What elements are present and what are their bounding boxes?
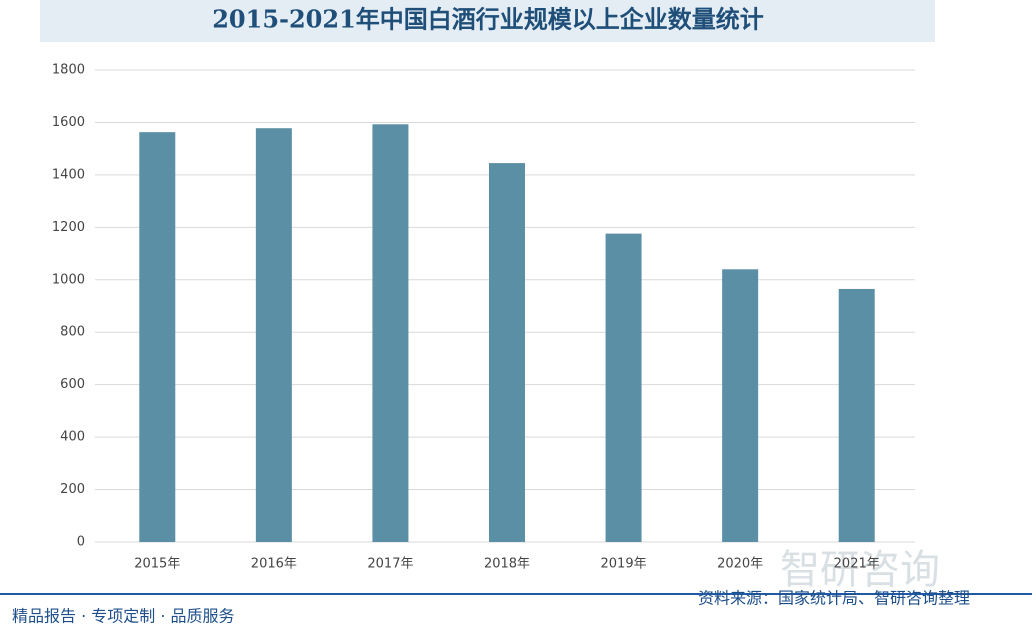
x-tick-label: 2015年 xyxy=(134,557,180,572)
chart-title: 2015-2021年中国白酒行业规模以上企业数量统计 xyxy=(212,5,764,34)
bar xyxy=(605,233,642,543)
y-tick-label: 600 xyxy=(60,377,85,392)
bar xyxy=(139,132,176,542)
y-tick-label: 1200 xyxy=(52,220,85,235)
x-tick-label: 2017年 xyxy=(367,557,413,572)
y-tick-label: 1000 xyxy=(52,272,85,287)
y-tick-label: 1600 xyxy=(52,115,85,130)
y-tick-label: 1800 xyxy=(52,63,85,78)
y-tick-label: 1400 xyxy=(52,167,85,182)
x-tick-label: 2016年 xyxy=(251,557,297,572)
footer-source: 资料来源：国家统计局、智研咨询整理 xyxy=(698,589,970,608)
bar xyxy=(372,124,409,542)
x-tick-label: 2021年 xyxy=(834,557,880,572)
bar xyxy=(838,288,875,542)
y-tick-label: 0 xyxy=(77,535,85,550)
footer-left: 精品报告 · 专项定制 · 品质服务 xyxy=(12,607,235,626)
x-tick-label: 2018年 xyxy=(484,557,530,572)
bar xyxy=(489,163,525,543)
y-tick-label: 800 xyxy=(60,325,85,340)
brand-watermark: 智研咨询 xyxy=(780,547,940,593)
bar xyxy=(722,269,759,542)
x-tick-label: 2019年 xyxy=(601,557,647,572)
bar xyxy=(255,128,292,543)
x-tick-label: 2020年 xyxy=(717,557,763,572)
y-tick-label: 400 xyxy=(60,430,85,445)
title-band xyxy=(40,0,935,42)
y-tick-label: 200 xyxy=(60,482,85,497)
